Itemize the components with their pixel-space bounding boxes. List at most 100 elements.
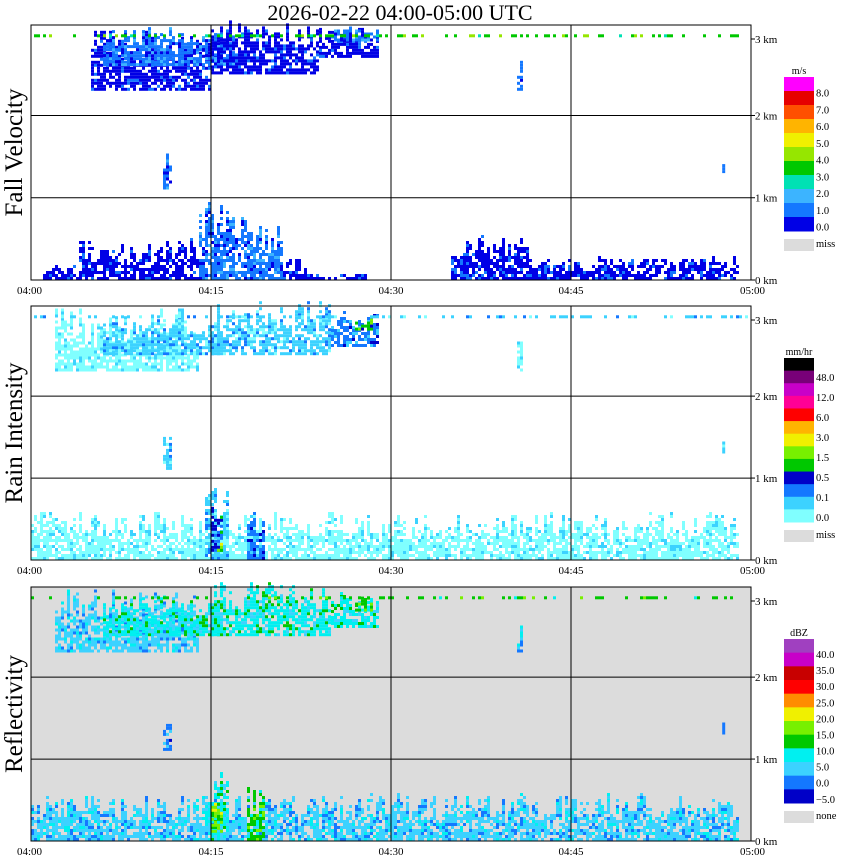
echo-pixel [715,539,718,542]
echo-pixel [481,557,484,560]
echo-pixel [211,268,214,271]
echo-pixel [367,530,370,533]
echo-pixel [205,34,208,38]
echo-pixel [163,34,166,38]
echo-pixel [649,274,652,277]
echo-pixel [592,539,595,542]
echo-pixel [469,548,472,551]
echo-pixel [472,271,475,274]
echo-pixel [175,262,178,265]
echo-pixel [370,545,373,548]
echo-pixel [490,542,493,545]
echo-pixel [58,545,61,548]
echo-pixel [121,51,124,55]
echo-pixel [454,530,457,533]
echo-pixel [133,548,136,551]
echo-pixel [421,551,424,554]
echo-pixel [259,232,262,235]
echo-pixel [262,253,265,256]
echo-pixel [223,274,226,277]
echo-pixel [247,259,250,262]
echo-pixel [133,36,136,40]
echo-pixel [349,557,352,560]
echo-pixel [722,167,726,171]
echo-pixel [502,274,505,277]
echo-pixel [40,521,43,524]
echo-pixel [265,47,268,51]
echo-pixel [352,38,355,42]
echo-pixel [121,81,124,85]
echo-pixel [124,277,127,280]
echo-pixel [520,557,523,560]
echo-pixel [67,548,70,551]
echo-pixel [112,81,115,85]
echo-pixel [514,533,517,536]
echo-pixel [229,65,232,69]
echo-pixel [49,530,52,533]
echo-pixel [649,512,652,515]
echo-pixel [211,503,214,506]
echo-pixel [322,539,325,542]
echo-pixel [97,81,100,85]
echo-pixel [112,36,115,40]
echo-pixel [61,527,64,530]
echo-pixel [106,259,109,262]
echo-pixel [280,65,283,69]
echo-pixel [337,539,340,542]
echo-pixel [592,524,595,527]
echo-pixel [691,274,694,277]
echo-pixel [553,271,556,274]
echo-pixel [442,539,445,542]
echo-pixel [574,271,577,274]
echo-pixel [244,539,247,542]
echo-pixel [100,54,103,58]
echo-pixel [181,87,184,91]
echo-pixel [67,536,70,539]
echo-pixel [181,524,184,527]
echo-pixel [247,71,250,75]
echo-pixel [82,241,85,244]
echo-pixel [421,557,424,560]
echo-pixel [217,53,220,57]
echo-pixel [535,542,538,545]
echo-pixel [166,545,169,548]
echo-pixel [637,542,640,545]
echo-pixel [160,48,163,52]
echo-pixel [142,557,145,560]
echo-pixel [688,545,691,548]
echo-pixel [598,256,601,259]
echo-pixel [610,557,613,560]
echo-pixel [562,265,565,268]
echo-pixel [220,253,223,256]
echo-pixel [607,271,610,274]
echo-pixel [274,271,277,274]
echo-pixel [250,44,253,48]
echo-pixel [211,250,214,253]
echo-pixel [592,554,595,557]
echo-pixel [610,551,613,554]
echo-pixel [232,51,235,55]
echo-pixel [79,554,82,557]
echo-pixel [667,536,670,539]
echo-pixel [100,81,103,85]
echo-pixel [703,539,706,542]
echo-pixel [205,48,208,52]
echo-pixel [199,84,202,88]
echo-pixel [232,551,235,554]
echo-pixel [190,265,193,268]
echo-pixel [568,524,571,527]
echo-pixel [472,274,475,277]
echo-pixel [454,265,457,268]
echo-pixel [343,29,346,33]
echo-pixel [664,545,667,548]
echo-pixel [319,27,322,31]
echo-pixel [268,256,271,259]
echo-pixel [226,250,229,253]
echo-pixel [475,545,478,548]
echo-pixel [517,87,520,91]
echo-pixel [187,524,190,527]
echo-pixel [238,527,241,530]
echo-pixel [70,542,73,545]
echo-pixel [190,554,193,557]
echo-pixel [520,533,523,536]
